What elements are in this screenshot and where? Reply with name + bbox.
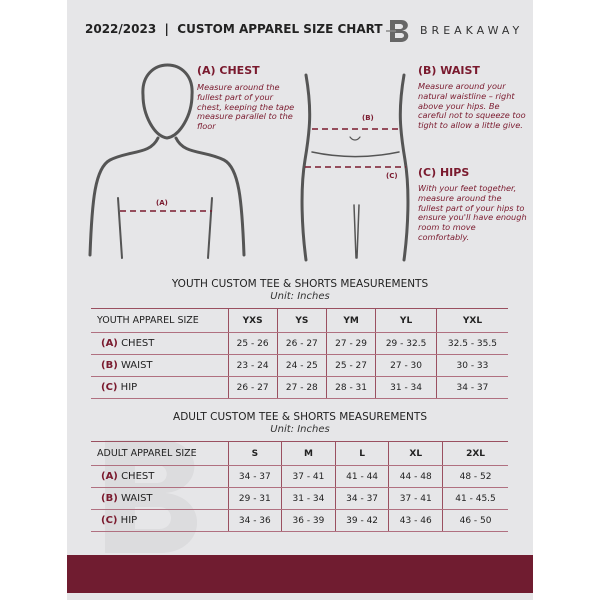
size-value: 34 - 37 <box>227 465 283 488</box>
size-value: 24 - 25 <box>276 354 327 377</box>
youth-table-title: YOUTH CUSTOM TEE & SHORTS MEASUREMENTS <box>171 278 429 290</box>
size-value: 43 - 46 <box>388 509 444 532</box>
size-value: 25 - 26 <box>227 332 278 355</box>
measurement-letter: (C) <box>101 382 118 393</box>
size-value: 23 - 24 <box>227 354 278 377</box>
measurement-label: (C) HIP <box>91 376 229 399</box>
size-header: S <box>227 441 283 466</box>
brand-name: BREAKAWAY <box>420 24 524 37</box>
measurement-letter: (B) <box>101 493 118 504</box>
size-header: 2XL <box>442 441 508 466</box>
size-header: XL <box>388 441 444 466</box>
measurement-name: HIP <box>120 382 138 393</box>
measurement-name: WAIST <box>120 493 153 504</box>
table-row: (C) HIP 34 - 36 36 - 39 39 - 42 43 - 46 46 - … <box>91 509 508 532</box>
chest-marker: (A) <box>156 199 168 207</box>
adult-size-table: ADULT APPAREL SIZE S M L XL 2XL (A) CHEST 34 - … <box>91 441 508 532</box>
table-row: (C) HIP 26 - 27 27 - 28 28 - 31 31 - 34 34 - … <box>91 376 508 399</box>
size-header: M <box>281 441 336 466</box>
measurement-label: (B) WAIST <box>91 354 229 377</box>
head-outline <box>141 63 194 140</box>
size-value: 30 - 33 <box>435 354 508 377</box>
measurement-label: (A) CHEST <box>91 465 229 488</box>
hips-outline <box>300 73 410 262</box>
size-header: YL <box>375 308 437 333</box>
adult-table-title: ADULT CUSTOM TEE & SHORTS MEASUREMENTS <box>173 411 427 423</box>
size-value: 36 - 39 <box>281 509 336 532</box>
measurement-name: HIP <box>120 515 138 526</box>
torso-outline <box>88 136 246 257</box>
table-row: (B) WAIST 29 - 31 31 - 34 34 - 37 37 - 41 41 … <box>91 487 508 510</box>
size-value: 34 - 36 <box>227 509 283 532</box>
measurement-name: WAIST <box>120 360 153 371</box>
size-value: 29 - 32.5 <box>375 332 437 355</box>
size-value: 46 - 50 <box>442 509 508 532</box>
waist-heading: (B) WAIST <box>418 64 480 77</box>
size-header: L <box>334 441 390 466</box>
hips-description: With your feet together, measure around … <box>418 183 527 242</box>
size-value: 34 - 37 <box>334 487 390 510</box>
size-value: 25 - 27 <box>325 354 377 377</box>
size-value: 27 - 30 <box>375 354 437 377</box>
size-value: 32.5 - 35.5 <box>435 332 508 355</box>
footer-band <box>67 555 533 593</box>
measurement-letter: (C) <box>101 515 118 526</box>
table-row: (B) WAIST 23 - 24 24 - 25 25 - 27 27 - 30 30 … <box>91 354 508 377</box>
size-header: YS <box>276 308 327 333</box>
measurement-label: (C) HIP <box>91 509 229 532</box>
size-value: 29 - 31 <box>227 487 283 510</box>
table-row: (A) CHEST 25 - 26 26 - 27 27 - 29 29 - 32.5 3… <box>91 332 508 355</box>
size-value: 37 - 41 <box>388 487 444 510</box>
size-value: 26 - 27 <box>276 332 327 355</box>
adult-unit: Unit: Inches <box>270 424 330 435</box>
waist-marker: (B) <box>362 114 374 122</box>
size-value: 41 - 44 <box>334 465 390 488</box>
chest-description: Measure around the fullest part of your … <box>197 82 295 132</box>
page-title: 2022/2023 | CUSTOM APPAREL SIZE CHART <box>85 22 383 36</box>
waist-description: Measure around your natural waistline – … <box>418 81 526 131</box>
youth-unit: Unit: Inches <box>270 291 330 302</box>
measurement-letter: (B) <box>101 360 118 371</box>
size-value: 31 - 34 <box>281 487 336 510</box>
body-figures-illustration <box>88 63 410 262</box>
size-value: 37 - 41 <box>281 465 336 488</box>
hips-heading: (C) HIPS <box>418 166 470 179</box>
size-value: 26 - 27 <box>227 376 278 399</box>
size-value: 27 - 29 <box>325 332 377 355</box>
row-label-header: YOUTH APPAREL SIZE <box>91 308 229 333</box>
size-value: 31 - 34 <box>375 376 437 399</box>
measurement-name: CHEST <box>121 471 155 482</box>
chest-heading: (A) CHEST <box>197 64 260 77</box>
size-value: 44 - 48 <box>388 465 444 488</box>
size-value: 48 - 52 <box>442 465 508 488</box>
size-value: 28 - 31 <box>325 376 377 399</box>
size-value: 34 - 37 <box>435 376 508 399</box>
size-value: 39 - 42 <box>334 509 390 532</box>
hips-marker: (C) <box>386 172 398 180</box>
row-label-header: ADULT APPAREL SIZE <box>91 441 229 466</box>
size-value: 27 - 28 <box>276 376 327 399</box>
measurement-label: (A) CHEST <box>91 332 229 355</box>
table-row: (A) CHEST 34 - 37 37 - 41 41 - 44 44 - 48 48 … <box>91 465 508 488</box>
measurement-letter: (A) <box>101 338 118 349</box>
measurement-letter: (A) <box>101 471 118 482</box>
brand-logo <box>386 20 409 42</box>
measurement-label: (B) WAIST <box>91 487 229 510</box>
header-row: ADULT APPAREL SIZE S M L XL 2XL <box>91 441 508 466</box>
measurement-name: CHEST <box>121 338 155 349</box>
size-header: YXL <box>435 308 508 333</box>
size-value: 41 - 45.5 <box>442 487 508 510</box>
size-header: YXS <box>227 308 278 333</box>
header-row: YOUTH APPAREL SIZE YXS YS YM YL YXL <box>91 308 508 333</box>
youth-size-table: YOUTH APPAREL SIZE YXS YS YM YL YXL (A) CHEST 2… <box>91 308 508 399</box>
size-header: YM <box>325 308 377 333</box>
